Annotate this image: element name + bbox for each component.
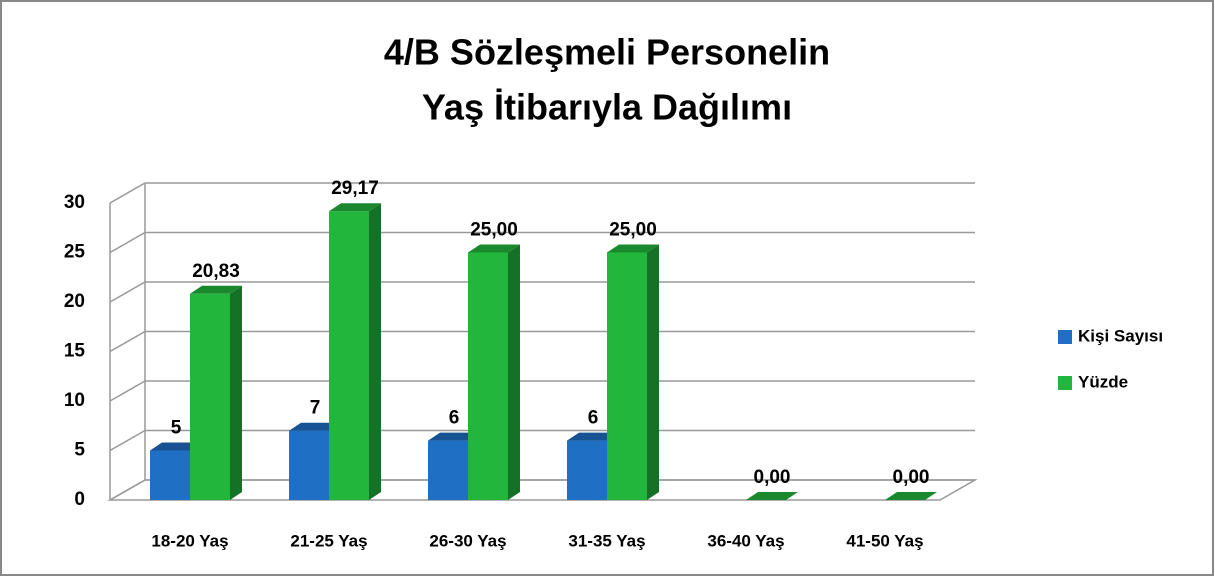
data-label: 25,00 (470, 220, 518, 241)
bar-top (567, 432, 619, 441)
bar-side (230, 285, 242, 500)
bar-side (508, 244, 520, 500)
y-tick-label: 20 (64, 291, 85, 312)
x-tick-label: 41-50 Yaş (846, 531, 923, 550)
bar-front (567, 440, 607, 500)
x-tick-label: 21-25 Yaş (290, 531, 367, 550)
grid-line (109, 380, 146, 402)
data-label: 25,00 (609, 220, 657, 241)
grid-line (109, 231, 146, 254)
x-tick-label: 26-30 Yaş (429, 531, 506, 550)
bar-front (428, 440, 468, 500)
y-tick-label: 0 (74, 489, 85, 510)
data-label: 29,17 (331, 178, 379, 199)
legend-label: Kişi Sayısı (1078, 326, 1163, 345)
bar-top (190, 285, 242, 294)
bar-top (468, 244, 520, 253)
bar-front (329, 211, 369, 501)
y-tick-label: 15 (64, 341, 86, 362)
data-label: 6 (449, 408, 460, 429)
bar-top (150, 442, 202, 451)
bar (746, 492, 798, 500)
grid-line (109, 281, 146, 303)
bar-side (647, 244, 659, 500)
chart-title: Yaş İtibarıyla Dağılımı (422, 87, 792, 128)
data-label: 0,00 (893, 467, 930, 488)
bar (190, 285, 242, 500)
bar-front (150, 450, 190, 500)
data-label: 6 (588, 408, 599, 429)
grid-line (109, 330, 146, 353)
bar-top (289, 422, 341, 431)
legend-label: Yüzde (1078, 372, 1128, 391)
bar (329, 203, 381, 501)
y-tick-label: 10 (64, 390, 85, 411)
bar (607, 244, 659, 500)
bar-top (607, 244, 659, 253)
bar-top (885, 492, 937, 500)
bar-top (329, 203, 381, 212)
bar (468, 244, 520, 500)
bar (885, 492, 937, 500)
bar-front (190, 293, 230, 500)
bar-side (369, 203, 381, 501)
data-label: 5 (171, 418, 182, 439)
bar-top (428, 432, 480, 441)
bar-front (607, 252, 647, 500)
data-label: 20,83 (192, 261, 240, 282)
x-tick-label: 36-40 Yaş (707, 531, 784, 550)
grid-line (109, 479, 146, 501)
chart-title: 4/B Sözleşmeli Personelin (384, 32, 830, 73)
y-tick-label: 30 (64, 192, 85, 213)
y-tick-label: 5 (74, 440, 85, 461)
grid-line (109, 429, 146, 452)
y-tick-label: 25 (64, 242, 86, 263)
x-tick-label: 18-20 Yaş (151, 531, 228, 550)
bar-top (746, 492, 798, 500)
data-label: 0,00 (754, 467, 791, 488)
bar-front (468, 252, 508, 500)
legend-swatch (1058, 376, 1072, 390)
x-tick-label: 31-35 Yaş (568, 531, 645, 550)
grid-line (109, 182, 146, 204)
data-label: 7 (310, 398, 321, 419)
legend-swatch (1058, 330, 1072, 344)
bar-front (289, 430, 329, 500)
